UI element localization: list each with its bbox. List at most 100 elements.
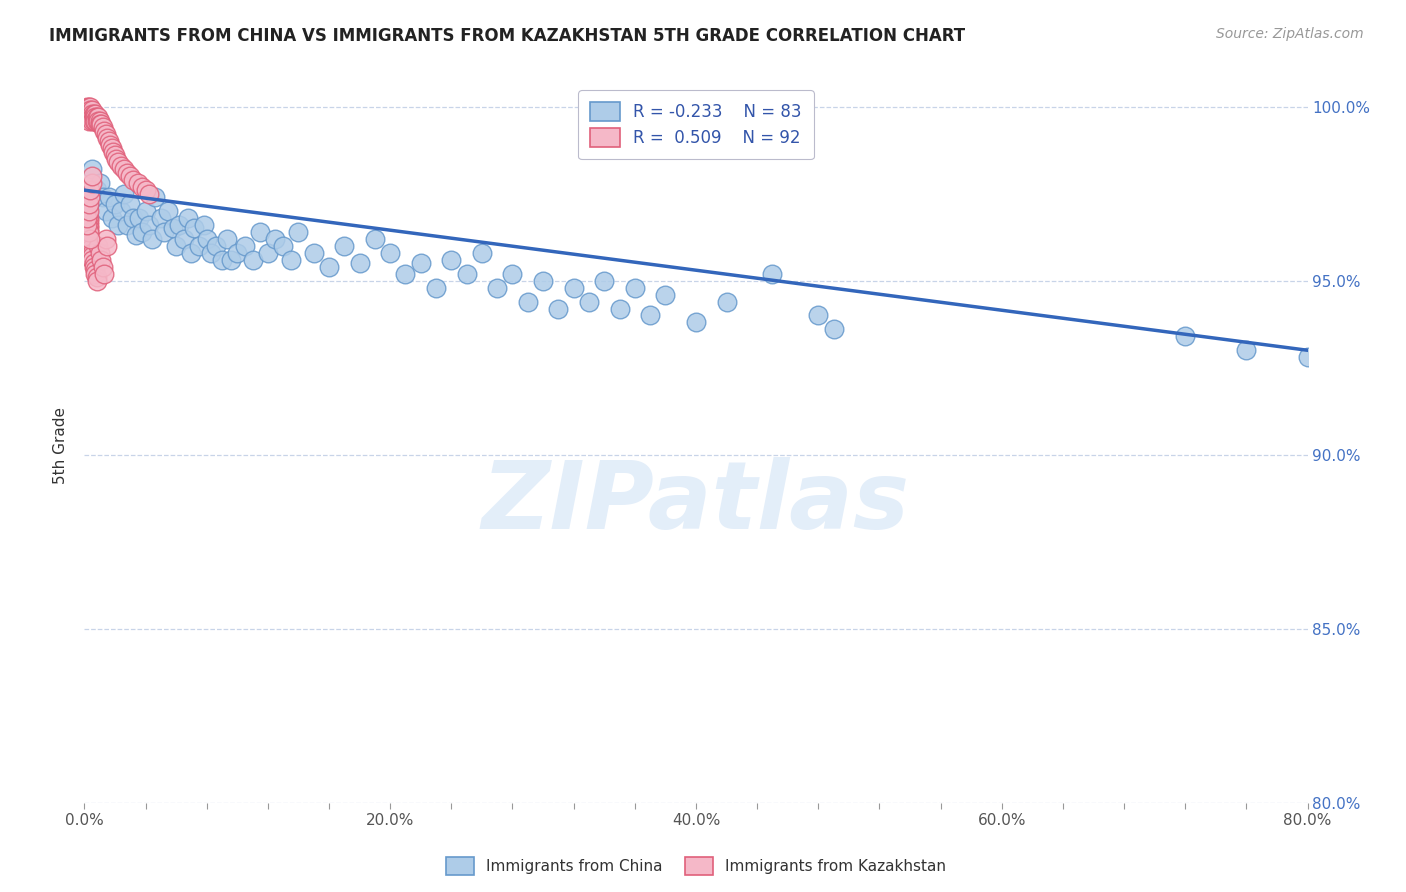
Point (80, 245, 103, 260)
Point (77, 106, 100, 120)
Point (486, 280, 509, 294)
Point (90, 252, 112, 267)
Point (80, 176, 103, 190)
Point (215, 232, 238, 246)
Point (249, 225, 271, 239)
Point (104, 148, 127, 162)
Point (86, 274, 108, 288)
Point (205, 239, 228, 253)
Point (86, 113, 108, 128)
Point (77, 221, 100, 235)
Point (115, 166, 138, 180)
Point (91, 190, 114, 204)
Point (76, 103, 98, 117)
Point (89, 245, 111, 260)
Point (80, 162, 103, 177)
Point (333, 239, 356, 253)
Point (1296, 350, 1319, 364)
Point (77, 113, 100, 128)
Text: IMMIGRANTS FROM CHINA VS IMMIGRANTS FROM KAZAKHSTAN 5TH GRADE CORRELATION CHART: IMMIGRANTS FROM CHINA VS IMMIGRANTS FROM… (49, 27, 966, 45)
Text: Source: ZipAtlas.com: Source: ZipAtlas.com (1216, 27, 1364, 41)
Point (193, 218, 215, 232)
Point (77, 228, 100, 243)
Point (138, 186, 160, 201)
Point (77, 100, 100, 114)
Point (162, 221, 184, 235)
Point (153, 225, 176, 239)
Point (84, 110, 107, 124)
Point (91, 120, 114, 135)
Point (79, 243, 101, 257)
Point (112, 162, 135, 177)
Point (84, 267, 107, 281)
Point (98, 137, 121, 152)
Point (107, 155, 129, 169)
Point (280, 252, 302, 267)
Point (318, 260, 340, 274)
Point (87, 113, 110, 128)
Point (76, 211, 98, 225)
Point (104, 197, 127, 211)
Point (79, 235, 101, 250)
Point (77, 211, 100, 225)
Point (226, 245, 249, 260)
Point (271, 239, 294, 253)
Point (103, 145, 125, 159)
Point (547, 301, 569, 316)
Point (96, 239, 118, 253)
Point (76, 197, 98, 211)
Point (425, 280, 447, 294)
Point (87, 110, 110, 124)
Point (80, 103, 103, 117)
Point (77, 110, 100, 124)
Point (76, 106, 98, 120)
Point (593, 274, 616, 288)
Point (394, 267, 416, 281)
Point (79, 190, 101, 204)
Point (456, 267, 478, 281)
Point (86, 183, 108, 197)
Point (105, 152, 128, 166)
Point (107, 218, 129, 232)
Point (624, 280, 647, 294)
Point (84, 263, 107, 277)
Point (128, 211, 150, 225)
Point (79, 106, 101, 120)
Point (502, 267, 524, 281)
Point (84, 113, 107, 128)
Point (165, 239, 187, 253)
Point (149, 211, 172, 225)
Point (77, 197, 100, 211)
Point (287, 225, 309, 239)
Point (80, 169, 103, 184)
Point (440, 252, 463, 267)
Point (211, 252, 233, 267)
Point (233, 239, 256, 253)
Point (115, 218, 138, 232)
Point (135, 204, 157, 219)
Point (562, 280, 585, 294)
Point (110, 204, 132, 219)
Point (79, 183, 101, 197)
Point (183, 221, 205, 235)
Point (97, 135, 120, 149)
Point (127, 176, 149, 190)
Point (264, 232, 287, 246)
Point (89, 176, 111, 190)
Point (77, 204, 100, 219)
Point (716, 294, 738, 309)
Point (135, 183, 157, 197)
Point (83, 256, 105, 270)
Point (141, 232, 163, 246)
Point (112, 186, 135, 201)
Point (83, 260, 105, 274)
Point (131, 225, 153, 239)
Point (167, 218, 190, 232)
Point (531, 274, 554, 288)
Point (93, 267, 115, 281)
Point (94, 204, 117, 219)
Point (110, 159, 132, 173)
Point (76, 190, 98, 204)
Point (257, 245, 280, 260)
Point (516, 294, 538, 309)
